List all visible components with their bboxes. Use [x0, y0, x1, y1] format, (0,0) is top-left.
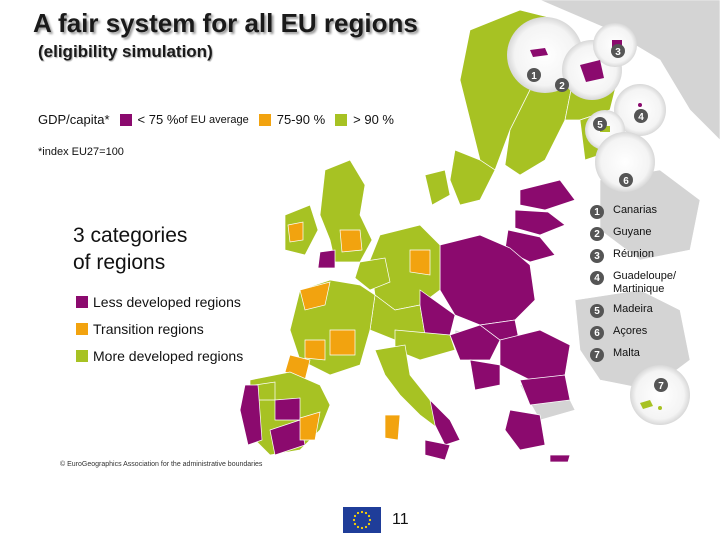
outer-region-item: 4 Guadeloupe/ Martinique [590, 270, 693, 296]
number-badge: 3 [590, 249, 604, 263]
gdp-legend-label: GDP/capita* [38, 112, 110, 127]
legend-text-75-90: 75-90 % [276, 112, 326, 127]
categories-legend: Less developed regions Transition region… [76, 288, 243, 369]
central-europe [369, 224, 521, 361]
legend-suffix-eu-average: of EU average [178, 113, 249, 126]
category-more-developed: More developed regions [76, 342, 243, 369]
legend-swatch-75-90 [258, 113, 271, 126]
italy [374, 344, 461, 461]
category-swatch-less-developed [76, 295, 88, 308]
outer-region-name: Guyane [613, 226, 652, 238]
category-label-transition: Transition regions [93, 320, 204, 337]
number-badge: 7 [590, 348, 604, 362]
inset-badge-5: 5 [597, 120, 603, 131]
outer-region-name: Madeira [613, 303, 653, 315]
outer-region-item: 2 Guyane [590, 226, 693, 241]
number-badge: 5 [590, 304, 604, 318]
categories-title-line-1: 3 categories [73, 224, 188, 247]
category-label-less-developed: Less developed regions [93, 293, 241, 310]
number-badge: 6 [590, 326, 604, 340]
outer-region-item: 3 Réunion [590, 248, 693, 263]
uk-ireland [284, 159, 373, 269]
number-badge: 2 [590, 227, 604, 241]
inset-badge-4: 4 [638, 112, 644, 123]
outermost-regions-list: 1 Canarias 2 Guyane 3 Réunion 4 Guadelou… [590, 204, 693, 369]
outer-region-name: Canarias [613, 204, 658, 216]
outer-region-name: Malta [613, 347, 640, 359]
iberia [239, 371, 331, 456]
outer-region-name: Açores [613, 325, 648, 337]
category-swatch-transition [76, 322, 88, 335]
baltics [504, 179, 576, 263]
categories-title-line-2: of regions [73, 251, 166, 274]
outer-region-name: Réunion [613, 248, 654, 260]
inset-badges: 1 2 3 4 5 6 7 [527, 44, 668, 392]
category-transition: Transition regions [76, 315, 243, 342]
index-note: *index EU27=100 [38, 146, 124, 158]
categories-title: 3 categories of regions [73, 222, 187, 276]
eu-flag-icon [343, 507, 381, 533]
outer-region-name: Guadeloupe/ Martinique [613, 270, 676, 295]
outer-region-item: 6 Açores [590, 325, 693, 340]
category-label-more-developed: More developed regions [93, 347, 244, 364]
category-swatch-more-developed [76, 349, 88, 362]
gdp-legend: GDP/capita* < 75 % of EU average 75-90 %… [38, 112, 394, 127]
legend-swatch-over-90 [335, 113, 348, 126]
number-badge: 1 [590, 205, 604, 219]
number-badge: 4 [590, 271, 604, 285]
inset-badge-6: 6 [623, 176, 629, 187]
legend-text-less-75: < 75 % [137, 112, 179, 127]
south-east-europe [469, 329, 571, 463]
outer-region-item: 5 Madeira [590, 303, 693, 318]
page-subtitle: (eligibility simulation) [38, 42, 213, 61]
inset-badge-2: 2 [559, 81, 565, 92]
inset-badge-1: 1 [531, 71, 537, 82]
legend-swatch-less-75 [119, 113, 132, 126]
inset-circles [507, 17, 690, 425]
inset-badge-7: 7 [658, 381, 664, 392]
page-title: A fair system for all EU regions [33, 8, 418, 38]
legend-text-over-90: > 90 % [353, 112, 394, 127]
category-less-developed: Less developed regions [76, 288, 243, 315]
page-number: 11 [392, 511, 409, 528]
outer-region-item: 1 Canarias [590, 204, 693, 219]
copyright-note: © EuroGeographics Association for the ad… [60, 461, 263, 468]
poland [439, 234, 536, 326]
outer-region-item: 7 Malta [590, 347, 693, 362]
inset-badge-3: 3 [615, 47, 621, 58]
